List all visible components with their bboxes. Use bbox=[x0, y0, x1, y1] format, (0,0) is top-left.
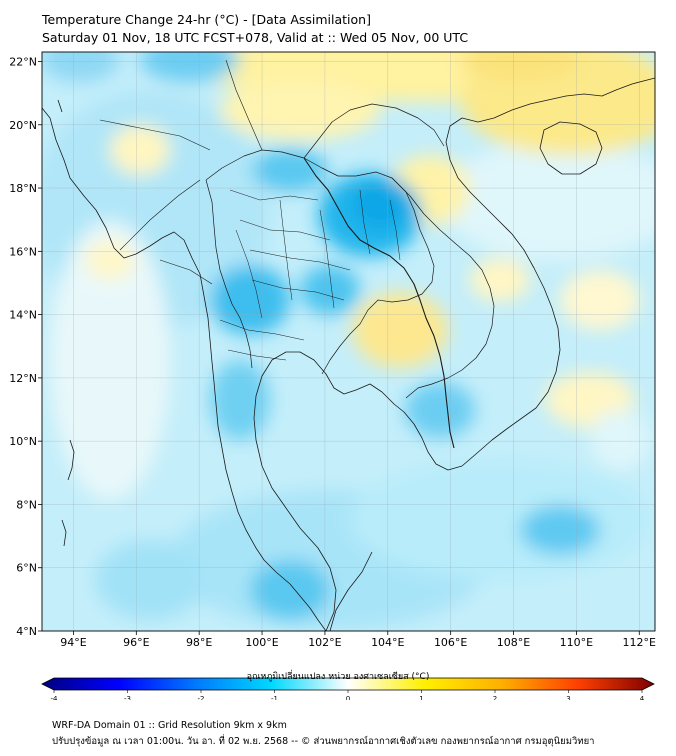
colorbar-tick-label: 3 bbox=[566, 695, 570, 700]
thai-provinces bbox=[219, 189, 401, 361]
footer-model-info: WRF-DA Domain 01 :: Grid Resolution 9km … bbox=[52, 720, 287, 731]
y-tick-label: 8°N bbox=[16, 498, 37, 511]
thailand-border bbox=[205, 149, 435, 375]
y-tick-label: 20°N bbox=[9, 119, 37, 132]
gulf-coast bbox=[253, 351, 405, 631]
mekong-river bbox=[303, 157, 455, 449]
x-tick-label: 110°E bbox=[560, 636, 593, 649]
y-tick-label: 4°N bbox=[16, 625, 37, 638]
y-tick-label: 12°N bbox=[9, 372, 37, 385]
myanmar-divisions bbox=[99, 59, 263, 285]
y-tick-label: 14°N bbox=[9, 309, 37, 322]
x-tick-label: 102°E bbox=[308, 636, 341, 649]
y-tick-label: 10°N bbox=[9, 435, 37, 448]
colorbar-tick-label: 0 bbox=[346, 695, 350, 700]
y-tick-label: 6°N bbox=[16, 562, 37, 575]
hainan-coast bbox=[539, 121, 603, 175]
indochina-south-coast bbox=[403, 77, 655, 471]
y-axis-tick-labels: 4°N 6°N 8°N 10°N 12°N 14°N 16°N 18°N 20°N 22°N bbox=[9, 55, 42, 638]
y-tick-label: 16°N bbox=[9, 245, 37, 258]
colorbar-tick-label: -4 bbox=[51, 695, 59, 700]
myanmar-coastline bbox=[42, 107, 233, 493]
x-tick-label: 100°E bbox=[245, 636, 278, 649]
map-subtitle: Saturday 01 Nov, 18 UTC FCST+078, Valid … bbox=[42, 30, 469, 45]
x-tick-label: 94°E bbox=[60, 636, 86, 649]
graticule bbox=[42, 52, 655, 631]
colorbar-tick-labels: -4 -3 -2 -1 0 1 2 3 4 bbox=[51, 690, 645, 700]
peninsula-west-coast bbox=[231, 491, 327, 631]
colorbar: -4 -3 -2 -1 0 1 2 3 4 bbox=[41, 677, 655, 700]
colorbar-tick-label: 4 bbox=[640, 695, 645, 700]
coastlines bbox=[42, 59, 655, 631]
andaman-islands bbox=[57, 99, 75, 547]
temperature-change-map: 94°E 96°E 98°E 100°E 102°E 104°E 106°E 108°E 110… bbox=[9, 51, 656, 700]
x-tick-label: 104°E bbox=[371, 636, 404, 649]
x-tick-label: 112°E bbox=[623, 636, 656, 649]
colorbar-tick-label: -3 bbox=[124, 695, 131, 700]
colorbar-tick-label: 1 bbox=[419, 695, 423, 700]
x-tick-label: 98°E bbox=[186, 636, 212, 649]
temperature-field bbox=[42, 52, 655, 631]
y-tick-label: 18°N bbox=[9, 182, 37, 195]
x-tick-label: 106°E bbox=[434, 636, 467, 649]
x-tick-label: 96°E bbox=[123, 636, 149, 649]
footer-credit: ปรับปรุงข้อมูล ณ เวลา 01:00น. วัน อา. ที… bbox=[52, 736, 595, 747]
x-axis-tick-labels: 94°E 96°E 98°E 100°E 102°E 104°E 106°E 108°E 110… bbox=[60, 631, 656, 649]
malaysia-east-coast bbox=[329, 551, 373, 631]
laos-vietnam-border bbox=[303, 103, 495, 399]
x-tick-label: 108°E bbox=[497, 636, 530, 649]
colorbar-tick-label: -2 bbox=[198, 695, 205, 700]
map-frame bbox=[41, 51, 656, 632]
colorbar-tick-label: 2 bbox=[493, 695, 497, 700]
colorbar-tick-label: -1 bbox=[271, 695, 278, 700]
y-tick-label: 22°N bbox=[9, 55, 37, 68]
colorbar-title: อุณหภูมิเปลี่ยนแปลง หน่วย องศาเซลเซียส (… bbox=[246, 672, 430, 682]
map-title: Temperature Change 24-hr (°C) - [Data As… bbox=[42, 12, 371, 27]
